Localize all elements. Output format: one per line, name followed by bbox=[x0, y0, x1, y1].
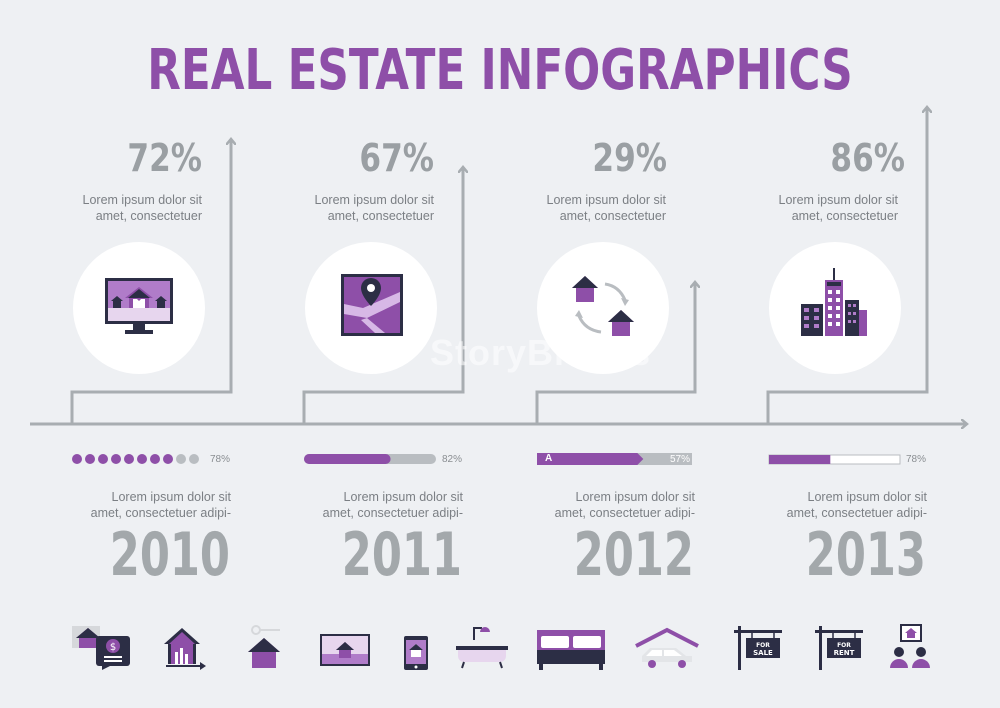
house-on-tablet-icon bbox=[404, 636, 428, 670]
progress-label: 78% bbox=[906, 454, 927, 465]
timeline-branch-2013 bbox=[766, 108, 927, 424]
year-description: Lorem ipsum dolor sit amet, consectetuer… bbox=[322, 490, 463, 520]
svg-text:$: $ bbox=[110, 642, 116, 653]
percent-stat: 67% bbox=[359, 136, 434, 180]
stat-description: Lorem ipsum dolor sit amet, consectetuer bbox=[314, 193, 435, 223]
sign-text: FOR bbox=[837, 642, 851, 649]
year-label: 2010 bbox=[109, 520, 230, 590]
percent-stat: 86% bbox=[830, 136, 905, 180]
house-money-chat-icon: $ bbox=[72, 626, 130, 670]
progress-label: 78% bbox=[210, 454, 231, 465]
timeline-branch-2012 bbox=[535, 283, 695, 424]
progress-tag: A bbox=[545, 453, 553, 464]
timeline-branch-2011 bbox=[302, 168, 463, 424]
map-pin-icon bbox=[341, 274, 403, 336]
timeline-branch-2010 bbox=[70, 140, 231, 424]
sign-text: SALE bbox=[753, 649, 773, 657]
bathtub-icon bbox=[456, 627, 508, 669]
double-bed-icon bbox=[537, 630, 605, 670]
year-label: 2012 bbox=[573, 520, 694, 590]
watermark: StoryBlocks bbox=[430, 332, 652, 373]
sign-text: FOR bbox=[756, 642, 770, 649]
icon-circle bbox=[305, 242, 437, 374]
year-description: Lorem ipsum dolor sit amet, consectetuer… bbox=[90, 490, 231, 520]
sign-text: RENT bbox=[834, 649, 855, 657]
house-on-laptop-icon bbox=[320, 634, 370, 666]
monitor-houses-icon bbox=[105, 278, 173, 334]
stat-description: Lorem ipsum dolor sit amet, consectetuer bbox=[82, 193, 203, 223]
percent-stat: 72% bbox=[127, 136, 202, 180]
car-garage-icon bbox=[635, 627, 699, 668]
house-growth-chart-icon bbox=[164, 628, 206, 670]
year-label: 2011 bbox=[341, 520, 462, 590]
percent-stat: 29% bbox=[592, 136, 667, 180]
icon-circle bbox=[73, 242, 205, 374]
icon-circle bbox=[537, 242, 669, 374]
stat-description: Lorem ipsum dolor sit amet, consectetuer bbox=[778, 193, 899, 223]
house-key-icon bbox=[248, 625, 280, 668]
stat-description: Lorem ipsum dolor sit amet, consectetuer bbox=[546, 193, 667, 223]
for-rent-sign-icon: FOR RENT bbox=[815, 626, 863, 670]
year-label: 2013 bbox=[805, 520, 926, 590]
house-exchange-icon bbox=[572, 276, 634, 336]
year-description: Lorem ipsum dolor sit amet, consectetuer… bbox=[786, 490, 927, 520]
city-buildings-icon bbox=[801, 268, 867, 336]
icon-circle bbox=[769, 242, 901, 374]
progress-label: 82% bbox=[442, 454, 463, 465]
agents-presentation-icon bbox=[890, 624, 930, 668]
for-sale-sign-icon: FOR SALE bbox=[734, 626, 782, 670]
page-title: REAL ESTATE INFOGRAPHICS bbox=[147, 38, 853, 103]
year-description: Lorem ipsum dolor sit amet, consectetuer… bbox=[554, 490, 695, 520]
progress-label: 57% bbox=[670, 454, 691, 465]
